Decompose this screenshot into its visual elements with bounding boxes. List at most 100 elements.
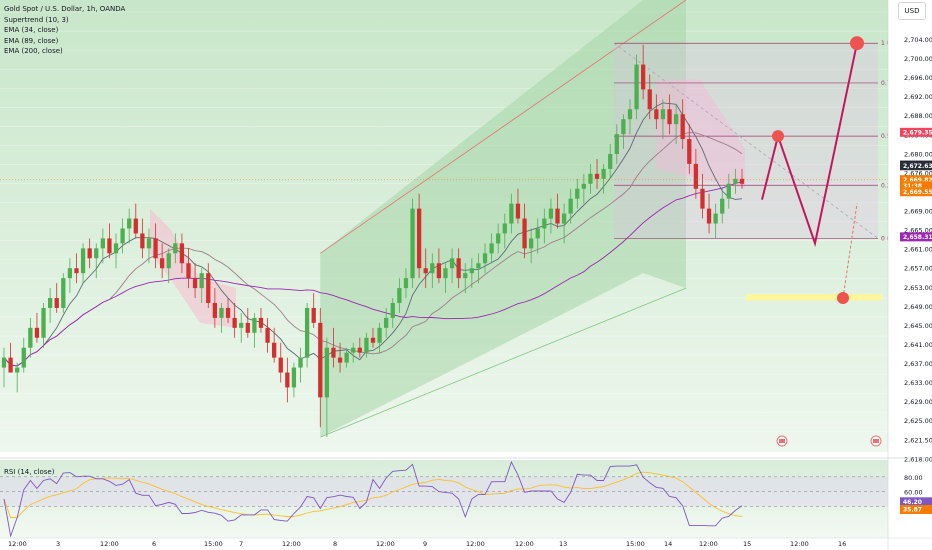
candle-body [54,298,59,308]
price-tick-label: 2,665.000 [904,227,932,235]
fib-diagonal [613,42,879,239]
price-label-text: 2,669.558 [903,189,932,196]
candle-body [416,208,422,269]
rsi-title[interactable]: RSI (14, close) [4,468,55,476]
price-label-text: 2,658.315 [903,234,932,241]
time-tick-label: 7 [239,540,243,548]
price-label-badge [900,187,932,197]
channel-upper-line [320,0,687,254]
candle-body [581,183,586,189]
indicator-ema34[interactable]: EMA (34, close) [4,26,59,34]
event-flag-icon[interactable] [779,439,785,443]
candle-body [403,278,409,289]
candle-body [634,64,639,110]
legend: Gold Spot / U.S. Dollar, 1h, OANDA Super… [4,4,125,57]
time-tick-label: 15 [743,540,751,548]
time-tick-label: 9 [423,540,427,548]
candle-body [324,347,330,398]
candle-body [94,248,99,259]
candle-body [107,238,112,254]
price-tick-label: 2,704.000 [904,36,932,44]
candle-body [265,327,270,343]
candle-body [489,243,494,254]
candle-body [179,243,185,264]
price-label-text: 2,672.633 [903,163,932,170]
rsi-value-label: 35.87 [903,507,922,514]
candle-body [377,327,382,343]
forecast-path [761,43,858,248]
price-tick-label: 2,621.500 [904,436,932,444]
candle-body [15,367,20,373]
candle-body [436,263,442,279]
candle-body [384,317,389,328]
candle-body [726,183,731,199]
rsi-value-label: 46.20 [903,499,922,506]
time-tick-label: 6 [152,540,156,548]
candle-body [160,258,165,269]
support-zone [746,294,882,301]
candle-body [337,357,343,363]
time-tick-label: 3 [56,540,60,548]
candle-body [272,342,277,358]
candle-body [173,243,178,254]
candle-body [555,208,560,224]
currency-button[interactable]: USD [898,2,926,20]
indicator-ema89[interactable]: EMA (89, close) [4,36,59,45]
time-tick-label: 8 [333,540,337,548]
rsi-value-badge [900,497,932,507]
price-label-text: 2,679.358 [903,130,932,137]
candle-body [258,317,264,328]
candle-body [693,163,699,189]
candle-body [298,357,303,368]
candle-body [502,223,507,234]
candle-body [206,273,211,303]
candle-body [456,258,461,279]
time-tick-label: 12:00 [790,540,809,548]
time-tick-label: 12:00 [376,540,395,548]
candle-body [100,238,105,249]
price-tick-label: 2,692.000 [904,93,932,101]
time-tick-label: 12:00 [282,540,301,548]
candle-body [47,298,53,308]
time-tick-label: 12:00 [8,540,27,548]
candle-body [357,347,362,353]
candle-body [219,307,224,318]
price-label-badge [900,161,932,171]
candle-body [232,317,237,328]
candle-body [529,238,534,249]
event-flag-icon[interactable] [873,439,879,443]
price-tick-label: 2,688.000 [904,112,932,120]
candle-body [1,357,7,368]
candle-body [140,233,145,249]
indicator-ema200[interactable]: EMA (200, close) [4,47,63,55]
candle-body [127,218,132,229]
candle-body [608,153,613,169]
candle-body [8,357,13,373]
indicator-supertrend[interactable]: Supertrend (10, 3) [4,15,69,24]
candle-body [61,278,66,308]
candle-body [245,322,250,333]
price-tick-label: 2,645.000 [904,322,932,330]
ema34-line [3,102,743,367]
price-label-badge [900,175,932,185]
price-label-badge [900,127,932,137]
candle-body [515,203,521,219]
candle-body [713,213,718,224]
candle-body [621,119,626,135]
price-tick-label: 2,700.000 [904,55,932,63]
candle-body [469,268,474,274]
price-label-badge [900,232,932,242]
candle-body [370,337,376,343]
candle-body [548,208,554,219]
candle-body [364,337,369,353]
candle-body [654,109,659,120]
price-axis-panel [888,0,932,550]
candle-body [74,268,79,274]
symbol-title[interactable]: Gold Spot / U.S. Dollar, 1h, OANDA [4,5,126,13]
time-tick-label: 12:00 [100,540,119,548]
candle-body [700,188,705,209]
candle-body [285,372,290,388]
candle-body [41,307,46,338]
